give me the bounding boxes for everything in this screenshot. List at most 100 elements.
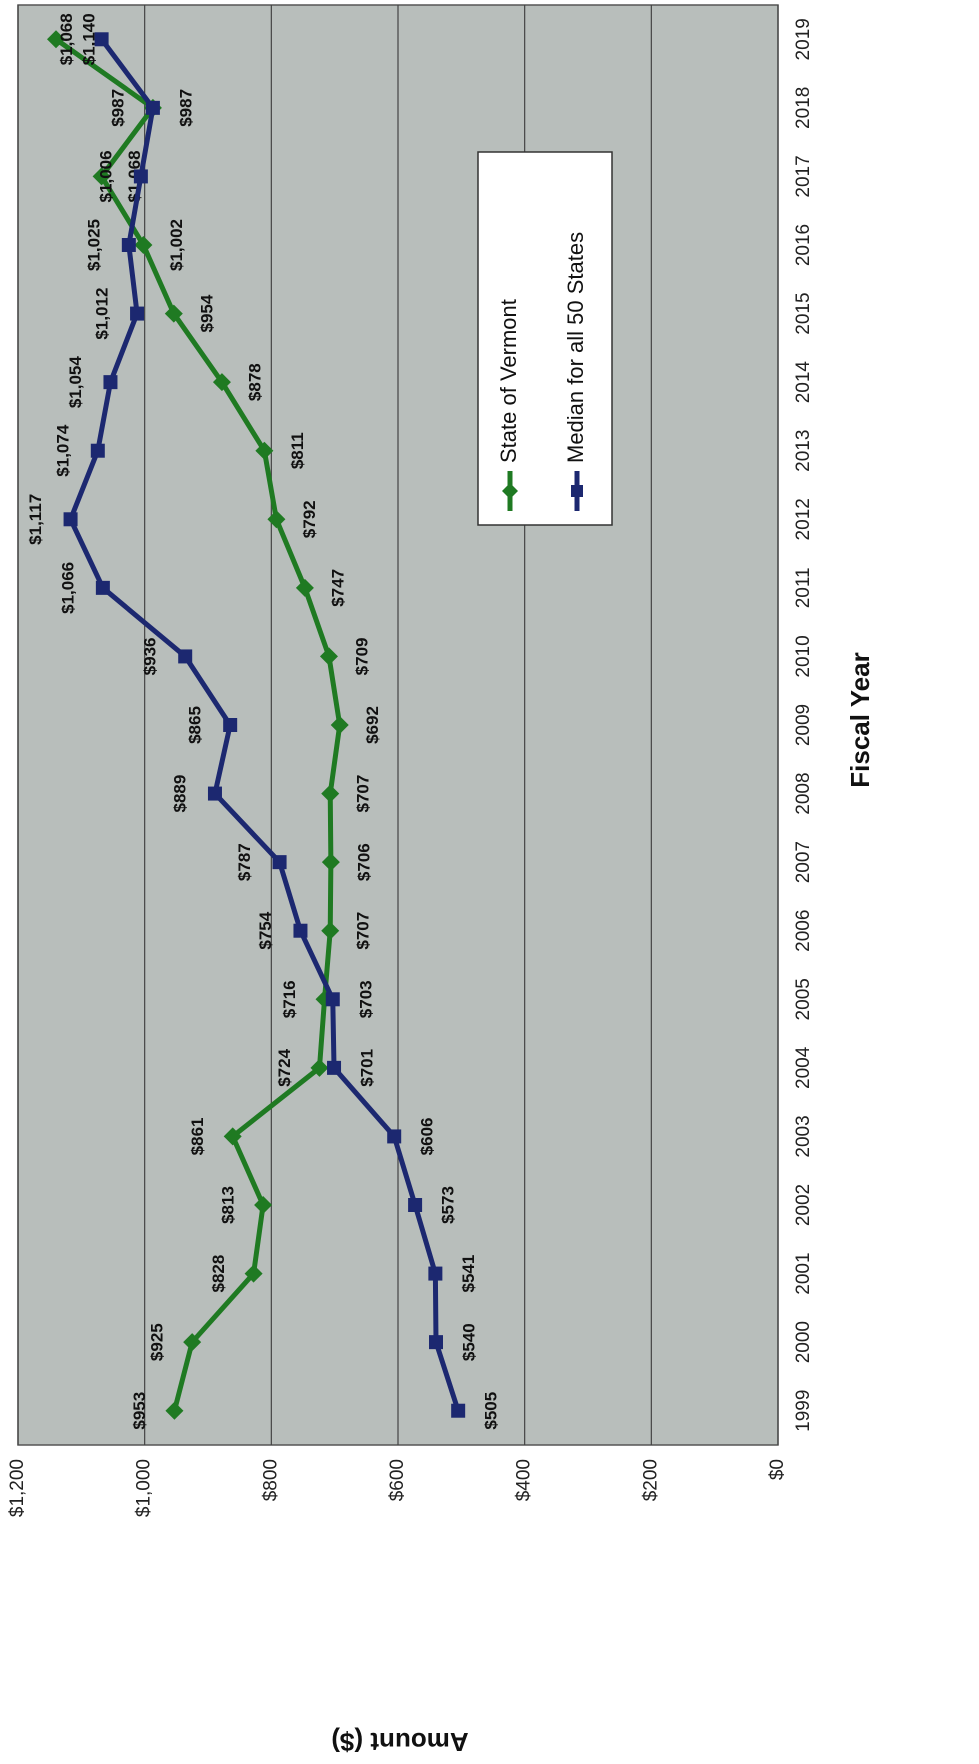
- marker: [267, 510, 286, 529]
- marker: [254, 1196, 273, 1214]
- marker: [387, 1129, 402, 1144]
- x-tick-label: 2002: [793, 1184, 814, 1226]
- data-label: $792: [300, 500, 319, 538]
- x-tick-label: 2008: [793, 772, 814, 814]
- marker: [94, 32, 109, 47]
- data-label: $1,117: [26, 494, 45, 545]
- data-label: $573: [439, 1186, 458, 1224]
- x-tick-label: 2007: [793, 841, 814, 883]
- x-axis-label: Fiscal Year: [845, 652, 875, 787]
- marker: [103, 375, 118, 390]
- data-label: $505: [482, 1392, 501, 1430]
- x-tick-label: 2006: [793, 910, 814, 952]
- y-tick-label: $400: [514, 1459, 535, 1501]
- legend-marker: [571, 485, 583, 497]
- marker: [145, 100, 160, 115]
- x-tick-label: 2015: [793, 292, 814, 334]
- marker: [95, 580, 110, 595]
- x-tick-label: 2004: [793, 1046, 814, 1089]
- data-label: $878: [245, 363, 264, 401]
- y-tick-label: $1,000: [134, 1459, 155, 1517]
- rotated-chart: $0 $200 $400 $600 $800 $1,000 $1,200 1999 2000 20…: [7, 4, 875, 1757]
- marker: [408, 1198, 423, 1212]
- data-label: $707: [354, 912, 373, 950]
- marker: [47, 30, 65, 49]
- marker: [295, 578, 314, 597]
- marker: [223, 718, 238, 732]
- data-label: $703: [356, 980, 375, 1018]
- data-label: $987: [108, 89, 127, 127]
- x-tick-label: 2012: [793, 498, 814, 540]
- marker: [327, 1060, 342, 1075]
- marker: [223, 1127, 242, 1146]
- x-tick-label: 2014: [793, 361, 814, 404]
- legend-label: State of Vermont: [496, 299, 521, 463]
- data-label: $606: [418, 1118, 437, 1156]
- marker: [321, 784, 340, 803]
- data-label: $701: [358, 1049, 377, 1087]
- data-label: $811: [288, 432, 307, 469]
- marker: [293, 923, 308, 938]
- marker: [63, 512, 78, 527]
- data-label: $865: [186, 706, 205, 744]
- y-tick-label: $600: [387, 1459, 408, 1501]
- data-label: $954: [197, 294, 216, 332]
- x-tick-label: 2017: [793, 155, 814, 197]
- data-label: $1,054: [66, 356, 85, 409]
- marker: [255, 441, 274, 460]
- data-label: $1,074: [53, 424, 72, 477]
- x-tick-label: 2003: [793, 1115, 814, 1157]
- data-label: $541: [459, 1255, 478, 1293]
- marker: [321, 921, 340, 940]
- marker: [133, 169, 148, 184]
- data-label: $987: [176, 89, 195, 127]
- y-tick-label: $800: [260, 1459, 281, 1501]
- x-tick-label: 2000: [793, 1321, 814, 1363]
- data-label: $724: [275, 1048, 294, 1086]
- marker: [428, 1266, 443, 1281]
- data-label: $1,068: [57, 13, 76, 65]
- marker: [130, 306, 145, 321]
- marker: [134, 236, 153, 254]
- data-label: $1,066: [58, 562, 77, 614]
- data-label: $716: [280, 980, 299, 1018]
- x-tick-label: 2010: [793, 635, 814, 677]
- data-label: $754: [256, 911, 275, 949]
- marker: [272, 855, 287, 870]
- data-label: $828: [209, 1255, 228, 1293]
- data-label: $1,140: [79, 13, 98, 65]
- data-label: $692: [363, 706, 382, 744]
- marker: [325, 992, 340, 1007]
- marker: [178, 649, 193, 664]
- data-label: $1,002: [167, 219, 186, 271]
- data-label: $953: [130, 1392, 149, 1430]
- marker: [212, 373, 231, 392]
- x-tick-label: 1999: [793, 1390, 814, 1432]
- data-label: $1,012: [93, 288, 112, 340]
- data-label: $706: [354, 843, 373, 881]
- x-tick-label: 2009: [793, 704, 814, 746]
- marker: [451, 1403, 466, 1418]
- data-label: $540: [459, 1323, 478, 1361]
- data-label: $709: [352, 638, 371, 676]
- legend-marker: [502, 483, 518, 499]
- y-axis-label: Amount ($): [331, 1727, 468, 1757]
- x-tick-label: 2016: [793, 224, 814, 266]
- marker: [321, 853, 340, 872]
- x-tick-label: 2018: [793, 87, 814, 129]
- data-label: $747: [328, 569, 347, 607]
- marker: [330, 716, 349, 734]
- marker: [92, 167, 111, 186]
- data-label: $889: [170, 775, 189, 813]
- data-label: $861: [188, 1118, 207, 1156]
- legend-label: Median for all 50 States: [563, 232, 588, 463]
- x-tick-label: 2013: [793, 430, 814, 472]
- y-tick-label: $200: [640, 1459, 661, 1501]
- y-tick-label: $1,200: [7, 1459, 28, 1517]
- marker: [90, 443, 105, 458]
- data-label: $925: [148, 1323, 167, 1361]
- data-label: $787: [235, 843, 254, 881]
- legend-box: [477, 151, 613, 526]
- data-label: $1,025: [84, 219, 103, 271]
